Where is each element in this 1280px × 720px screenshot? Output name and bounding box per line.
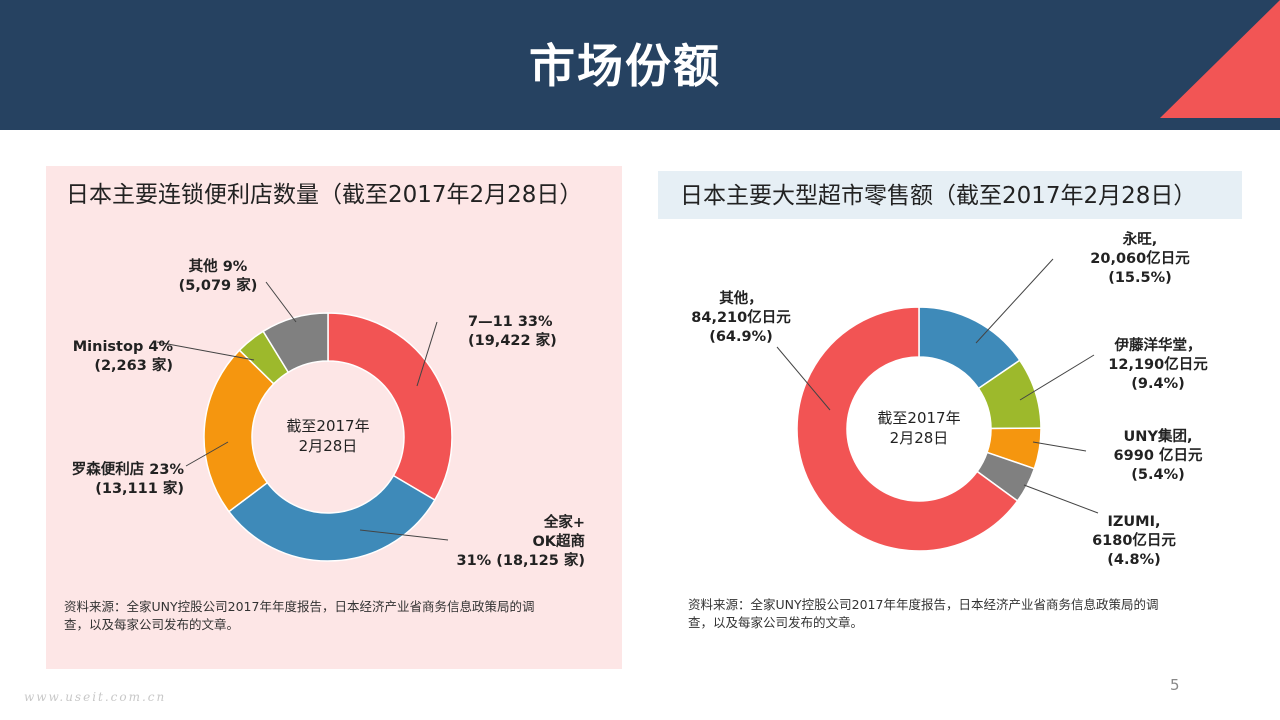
- header-bar: 市场份额: [0, 0, 1280, 130]
- donut-slice-0: [327, 312, 453, 502]
- leader-line-slice-3: [1023, 484, 1099, 514]
- corner-accent: [1160, 0, 1280, 118]
- center-label: 截至2017年 2月28日: [286, 417, 369, 455]
- right-donut-chart: 永旺, 20,060亿日元(15.5%) 伊藤洋华堂， 12,190亿日元(9.4%)…: [691, 230, 1208, 568]
- right-source-note: 资料来源：全家UNY控股公司2017年年度报告，日本经济产业省商务信息政策局的调…: [688, 596, 1158, 632]
- leader-line-slice-1: [1019, 354, 1095, 401]
- right-source-line-1: 资料来源：全家UNY控股公司2017年年度报告，日本经济产业省商务信息政策局的调: [688, 597, 1159, 612]
- data-label-slice-0: 7—11 33% (19,422 家): [468, 314, 557, 349]
- data-label-slice-2: 罗森便利店 23% (13,111 家): [72, 460, 185, 497]
- donut-slice-1: [227, 474, 436, 562]
- center-label: 截至2017年 2月28日: [877, 409, 960, 447]
- data-label-slice-0: 永旺, 20,060亿日元(15.5%): [1090, 230, 1190, 286]
- left-donut-chart: 7—11 33% (19,422 家) 全家+ OK超商 31% (18,125 家) 罗…: [72, 257, 585, 569]
- leader-line-slice-2: [185, 441, 229, 467]
- leader-line-slice-3: [156, 341, 255, 361]
- leader-line-slice-4: [776, 346, 831, 411]
- data-label-slice-4: 其他， 84,210亿日元(64.9%): [691, 289, 791, 345]
- right-title-background: [658, 171, 1242, 219]
- left-source-note: 资料来源：全家UNY控股公司2017年年度报告，日本经济产业省商务信息政策局的调…: [64, 598, 534, 634]
- page-title: 市场份额: [529, 39, 721, 93]
- leader-line-slice-2: [1032, 441, 1087, 452]
- leader-line-slice-0: [416, 321, 438, 387]
- leader-line-slice-0: [975, 258, 1054, 344]
- data-label-slice-4: 其他 9% (5,079 家): [179, 257, 258, 294]
- data-label-slice-1: 全家+ OK超商 31% (18,125 家): [456, 513, 585, 569]
- right-source-line-2: 查，以及每家公司发布的文章。: [688, 615, 864, 630]
- left-panel-background: [46, 166, 622, 669]
- data-label-slice-2: UNY集团, 6990 亿日元(5.4%): [1114, 427, 1203, 483]
- left-source-line-2: 查，以及每家公司发布的文章。: [64, 617, 240, 632]
- donut-slice-4: [262, 312, 329, 374]
- data-label-slice-1: 伊藤洋华堂， 12,190亿日元(9.4%): [1108, 336, 1208, 392]
- data-label-slice-3: Ministop 4% (2,263 家): [73, 339, 174, 374]
- left-chart-title: 日本主要连锁便利店数量（截至2017年2月28日）: [66, 182, 583, 208]
- leader-line-slice-1: [359, 529, 449, 541]
- left-source-line-1: 资料来源：全家UNY控股公司2017年年度报告，日本经济产业省商务信息政策局的调: [64, 599, 535, 614]
- right-chart-title: 日本主要大型超市零售额（截至2017年2月28日）: [680, 183, 1197, 209]
- watermark: www.useit.com.cn: [24, 690, 167, 704]
- data-label-slice-3: IZUMI, 6180亿日元(4.8%): [1092, 514, 1176, 568]
- donut-slice-4: [796, 306, 1019, 552]
- page-number: 5: [1170, 676, 1180, 694]
- leader-line-slice-4: [265, 281, 297, 323]
